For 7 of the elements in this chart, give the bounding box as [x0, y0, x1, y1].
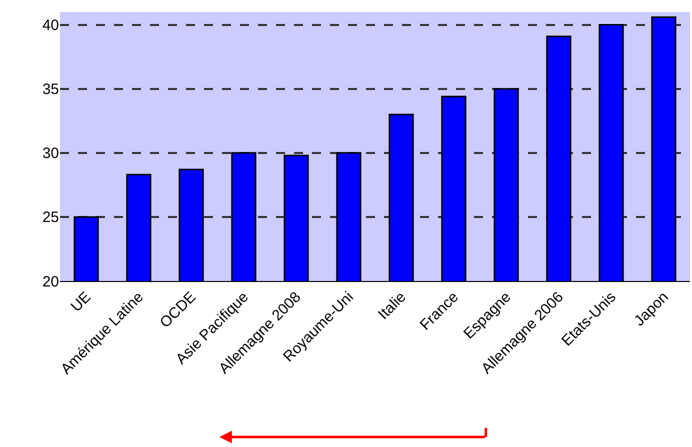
y-tick-label: 20: [42, 273, 59, 290]
y-tick-label: 40: [42, 17, 59, 34]
x-tick-label: Italie: [374, 288, 410, 324]
x-tick-label: UE: [68, 288, 94, 316]
y-tick-label: 30: [42, 145, 59, 162]
y-tick-label: 25: [42, 209, 59, 226]
y-tick-label: 35: [42, 81, 59, 98]
